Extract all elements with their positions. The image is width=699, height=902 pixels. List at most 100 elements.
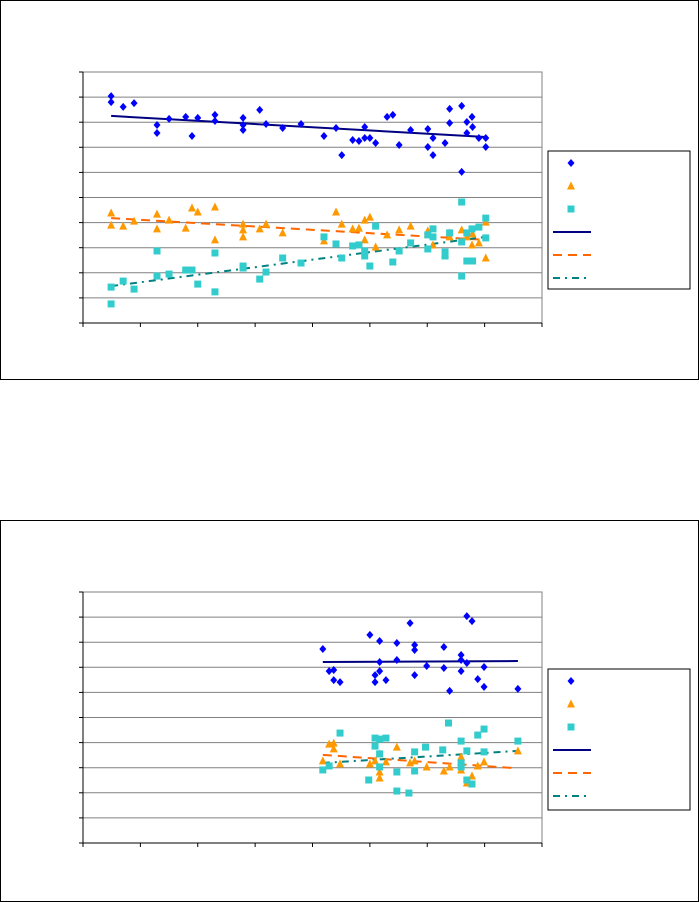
series-b-point xyxy=(319,236,328,245)
series-c-point xyxy=(153,247,161,255)
series-a-point xyxy=(463,117,471,126)
series-c-point xyxy=(422,743,430,751)
series-b-point xyxy=(193,207,202,216)
series-a-point xyxy=(107,98,115,107)
series-a-point xyxy=(411,640,419,649)
legend-box xyxy=(547,668,691,811)
series-a-point xyxy=(457,667,465,676)
series-a-point xyxy=(366,134,374,143)
series-b-point xyxy=(329,744,338,753)
series-b-point xyxy=(278,228,287,237)
series-b-point xyxy=(365,212,374,221)
series-b-point xyxy=(406,758,415,767)
series-a-point xyxy=(330,676,338,685)
series-b-point xyxy=(188,203,197,212)
legend xyxy=(547,668,691,811)
series-a-point xyxy=(239,120,247,129)
series-c-point xyxy=(376,735,384,743)
series-a-point xyxy=(188,132,196,141)
series-a-point xyxy=(446,686,454,695)
series-a-point xyxy=(332,123,340,132)
series-a-point xyxy=(383,112,391,121)
series-c-point xyxy=(411,748,419,756)
series-a-point xyxy=(480,663,488,672)
series-a-point xyxy=(376,636,384,645)
series-c-point xyxy=(336,729,344,737)
series-a-point xyxy=(366,630,374,639)
series-a-point xyxy=(457,656,465,665)
series-c-point xyxy=(475,223,483,231)
legend-marker-series-c xyxy=(567,205,575,213)
series-c-point xyxy=(372,222,380,230)
series-b-point xyxy=(383,230,392,239)
series-c-point xyxy=(463,747,471,755)
series-b-point xyxy=(375,767,384,776)
series-a-point xyxy=(469,122,477,131)
series-a-point xyxy=(429,134,437,143)
series-c-point xyxy=(262,268,270,276)
series-a-point xyxy=(441,139,449,148)
series-a-point xyxy=(211,110,219,119)
series-c-point xyxy=(338,254,346,262)
series-c-point xyxy=(279,254,287,262)
series-a-point xyxy=(395,141,403,150)
series-b-point xyxy=(210,235,219,244)
series-b-point xyxy=(392,742,401,751)
series-a-point xyxy=(371,678,379,687)
scatter-chart-2 xyxy=(79,591,691,847)
series-b-point xyxy=(318,756,327,765)
series-a-point xyxy=(463,659,471,668)
series-c-point xyxy=(444,719,452,727)
series-a-point xyxy=(107,92,115,101)
trendline-series-b xyxy=(111,217,486,241)
series-c-point xyxy=(371,742,379,750)
series-a-point xyxy=(211,116,219,125)
series-b-point xyxy=(422,762,431,771)
series-c-point xyxy=(463,776,471,784)
series-b-point xyxy=(239,219,248,228)
trendline-series-c xyxy=(110,235,486,288)
series-c-point xyxy=(349,242,357,250)
series-a-point xyxy=(325,667,333,676)
series-a-point xyxy=(165,114,173,123)
series-c-point xyxy=(320,233,328,241)
series-c-point xyxy=(446,229,454,237)
series-c-point xyxy=(457,737,465,745)
series-c-point xyxy=(389,258,397,266)
series-a-point xyxy=(279,123,287,132)
series-b-point xyxy=(262,219,271,228)
series-a-point xyxy=(330,666,338,675)
series-c-point xyxy=(468,780,476,788)
series-b-point xyxy=(336,759,345,768)
series-b-point xyxy=(365,759,374,768)
series-a-point xyxy=(320,132,328,141)
series-a-point xyxy=(262,119,270,128)
series-a-point xyxy=(319,644,327,653)
series-c-point xyxy=(211,288,219,296)
series-a-point xyxy=(361,122,369,131)
series-c-point xyxy=(376,763,384,771)
series-c-point xyxy=(480,748,488,756)
series-c-point xyxy=(514,737,522,745)
series-c-point xyxy=(188,266,196,274)
scatter-chart-1 xyxy=(79,71,691,327)
series-b-point xyxy=(375,773,384,782)
series-a-point xyxy=(130,99,138,108)
series-c-point xyxy=(468,225,476,233)
series-c-point xyxy=(469,257,477,265)
series-c-point xyxy=(165,270,173,278)
series-b-point xyxy=(381,757,390,766)
series-a-point xyxy=(457,651,465,660)
series-a-point xyxy=(480,682,488,691)
series-c-point xyxy=(182,266,190,274)
series-a-point xyxy=(475,134,483,143)
series-b-point xyxy=(239,232,248,241)
series-a-point xyxy=(463,128,471,137)
series-a-point xyxy=(514,684,522,693)
series-c-point xyxy=(130,285,138,293)
series-a-point xyxy=(429,151,437,160)
series-b-point xyxy=(107,208,116,217)
series-a-point xyxy=(423,662,431,671)
series-b-point xyxy=(239,225,248,234)
series-b-point xyxy=(329,738,338,747)
